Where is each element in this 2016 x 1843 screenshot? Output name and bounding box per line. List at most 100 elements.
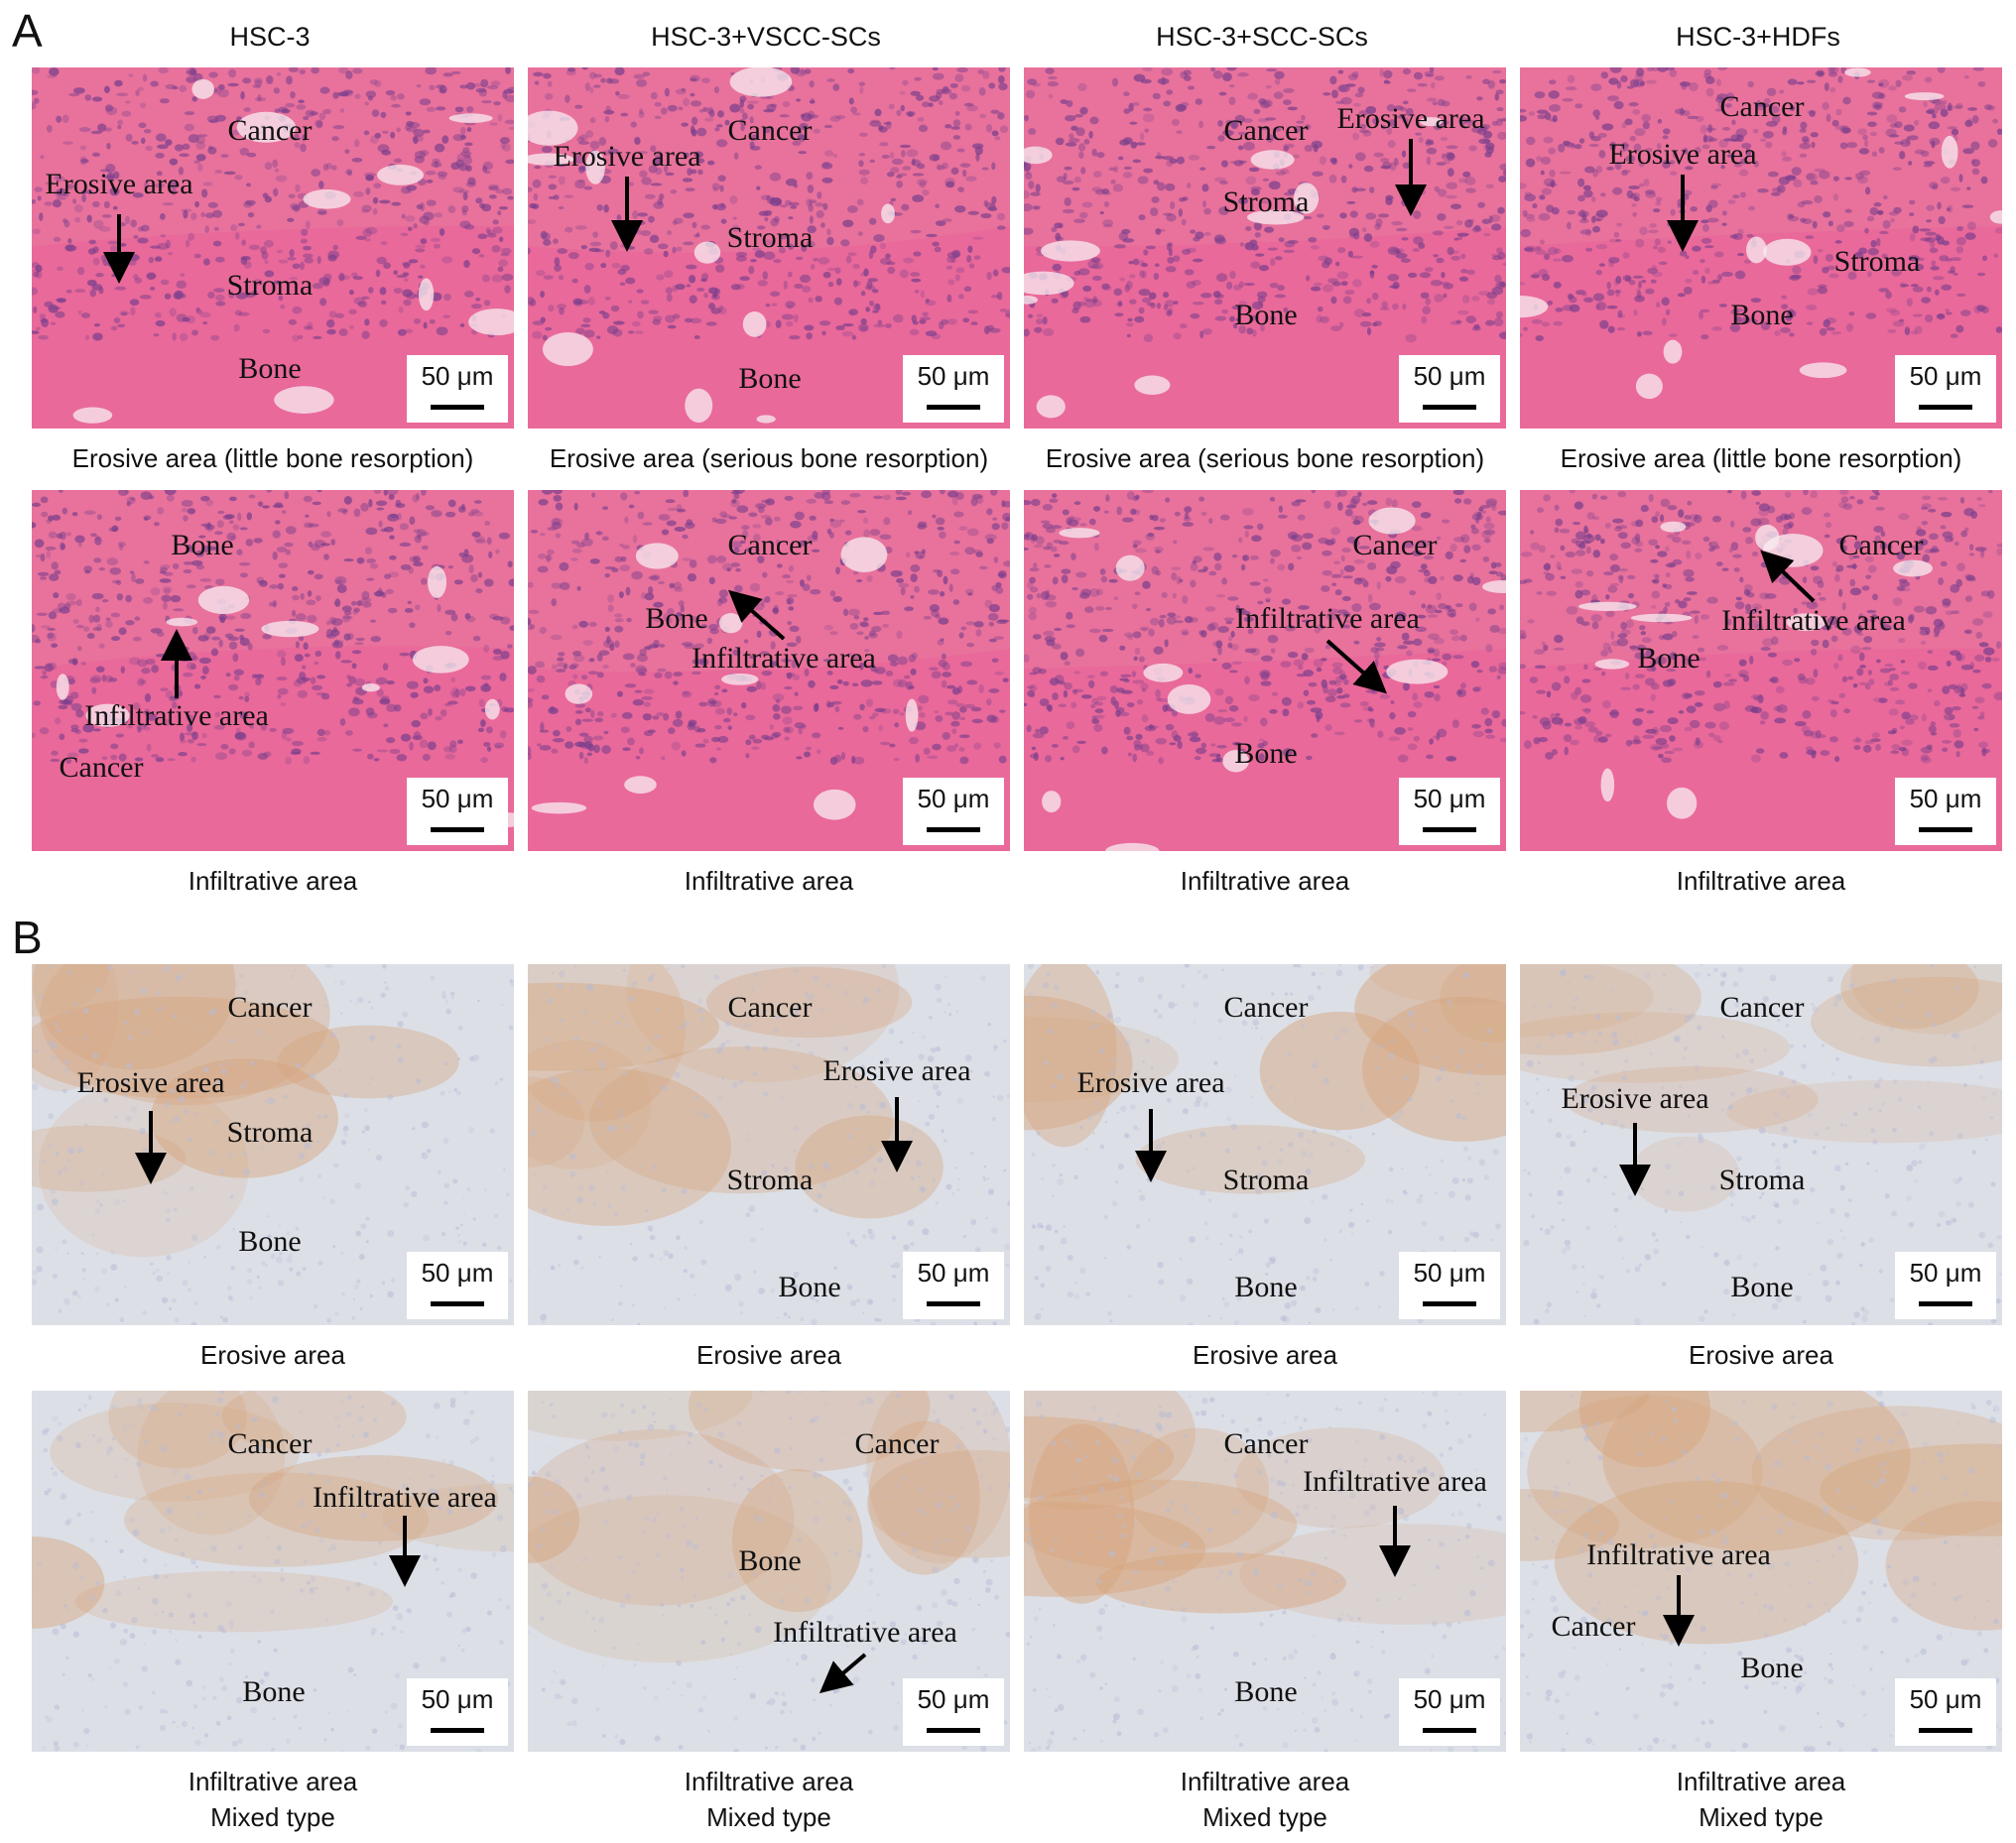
tissue-label: Bone xyxy=(1234,299,1298,331)
tissue-label: Erosive area xyxy=(1076,1066,1225,1099)
column-header-hsc3: HSC-3 xyxy=(229,22,311,52)
tile-caption: Infiltrative area xyxy=(684,866,854,896)
scale-bar-line xyxy=(927,1728,980,1733)
scale-bar-line xyxy=(431,1728,484,1733)
micrograph-texture xyxy=(1024,490,1506,851)
tissue-label: Bone xyxy=(238,352,302,385)
micrograph-texture xyxy=(32,964,514,1325)
column-header-vscc: HSC-3+VSCC-SCs xyxy=(651,22,881,52)
tissue-label: Bone xyxy=(1234,1271,1298,1303)
annotation-arrow xyxy=(1325,639,1387,694)
tissue-label: Cancer xyxy=(1223,1427,1309,1460)
tissue-label: Stroma xyxy=(1718,1164,1806,1196)
scale-bar: 50 μm xyxy=(1895,1252,1996,1319)
scale-bar-label: 50 μm xyxy=(421,1258,494,1288)
tile-caption: Erosive area xyxy=(696,1340,841,1370)
scale-bar: 50 μm xyxy=(1895,1678,1996,1746)
tissue-label: Erosive area xyxy=(45,168,193,200)
tissue-label: Cancer xyxy=(727,114,813,147)
scale-bar-label: 50 μm xyxy=(1413,784,1486,813)
micrograph-tile: Cancer Infiltrative area Bone 50 μm xyxy=(32,1391,514,1752)
scale-bar: 50 μm xyxy=(407,778,508,845)
micrograph-tile: Infiltrative area Cancer Bone 50 μm xyxy=(1520,1391,2002,1752)
scale-bar-line xyxy=(1423,1728,1476,1733)
tissue-label: Bone xyxy=(238,1225,302,1258)
tissue-label: Cancer xyxy=(1719,991,1805,1024)
annotation-arrow xyxy=(727,589,786,641)
scale-bar-label: 50 μm xyxy=(421,361,494,391)
tissue-label: Erosive area xyxy=(553,140,701,173)
tissue-label: Bone xyxy=(1730,1271,1794,1303)
tissue-label: Cancer xyxy=(1352,529,1438,561)
scale-bar-line xyxy=(1919,827,1972,832)
tissue-label: Infiltrative area xyxy=(84,699,269,732)
scale-bar-label: 50 μm xyxy=(1413,361,1486,391)
tissue-label: Bone xyxy=(738,1544,802,1577)
tissue-label: Erosive area xyxy=(1561,1082,1709,1115)
tissue-label: Infiltrative area xyxy=(773,1616,957,1649)
scale-bar-line xyxy=(1423,405,1476,410)
scale-bar: 50 μm xyxy=(903,1252,1004,1319)
scale-bar-line xyxy=(431,405,484,410)
micrograph-tile: Cancer Erosive area Stroma Bone 50 μm xyxy=(1520,67,2002,429)
scale-bar-label: 50 μm xyxy=(917,1258,990,1288)
annotation-arrow xyxy=(1760,550,1816,603)
tile-caption: Erosive area (serious bone resorption) xyxy=(1045,443,1485,473)
scale-bar: 50 μm xyxy=(407,1252,508,1319)
micrograph-texture xyxy=(1520,964,2002,1325)
tissue-label: Cancer xyxy=(1551,1610,1636,1643)
tile-caption: Erosive area (little bone resorption) xyxy=(1560,443,1962,473)
scale-bar: 50 μm xyxy=(1895,355,1996,423)
tissue-label: Cancer xyxy=(227,991,313,1024)
tissue-label: Infiltrative area xyxy=(1586,1538,1771,1571)
tile-caption: Erosive area (little bone resorption) xyxy=(71,443,474,473)
scale-bar: 50 μm xyxy=(903,355,1004,423)
tile-caption: Erosive area xyxy=(1689,1340,1833,1370)
tissue-label: Infiltrative area xyxy=(692,642,876,675)
column-header-hdfs: HSC-3+HDFs xyxy=(1676,22,1840,52)
tissue-label: Bone xyxy=(738,362,802,395)
scale-bar-label: 50 μm xyxy=(1413,1684,1486,1714)
tissue-label: Stroma xyxy=(1833,245,1921,278)
scale-bar: 50 μm xyxy=(1399,1252,1500,1319)
tissue-label: Erosive area xyxy=(1608,138,1757,171)
scale-bar: 50 μm xyxy=(407,355,508,423)
micrograph-tile: Cancer Infiltrative area Bone 50 μm xyxy=(1024,490,1506,851)
tissue-label: Erosive area xyxy=(1336,102,1485,135)
scale-bar-line xyxy=(431,1301,484,1306)
tissue-label: Stroma xyxy=(726,221,814,254)
scale-bar-label: 50 μm xyxy=(917,784,990,813)
tile-caption: Erosive area xyxy=(200,1340,345,1370)
micrograph-texture xyxy=(32,67,514,429)
annotation-arrow xyxy=(819,1653,867,1694)
tile-caption: Infiltrative area Mixed type xyxy=(1180,1767,1350,1832)
tissue-label: Stroma xyxy=(1222,1164,1310,1196)
micrograph-tile: Cancer Bone Infiltrative area 50 μm xyxy=(528,490,1010,851)
micrograph-tile: Cancer Erosive area Stroma Bone 50 μm xyxy=(32,67,514,429)
tissue-label: Bone xyxy=(1730,299,1794,331)
scale-bar-line xyxy=(1423,1301,1476,1306)
micrograph-tile: Cancer Erosive area Stroma Bone 50 μm xyxy=(1024,964,1506,1325)
micrograph-tile: Cancer Erosive area Stroma Bone 50 μm xyxy=(32,964,514,1325)
tissue-label: Cancer xyxy=(1223,114,1309,147)
panel-letter-b: B xyxy=(12,912,43,963)
micrograph-tile: Cancer Erosive area Stroma Bone 50 μm xyxy=(1024,67,1506,429)
tissue-label: Cancer xyxy=(854,1427,940,1460)
scale-bar: 50 μm xyxy=(1895,778,1996,845)
tissue-label: Bone xyxy=(1740,1652,1804,1684)
tissue-label: Cancer xyxy=(727,529,813,561)
tile-caption: Infiltrative area Mixed type xyxy=(1676,1767,1846,1832)
tile-caption: Infiltrative area xyxy=(188,866,358,896)
scale-bar-line xyxy=(927,1301,980,1306)
scale-bar-line xyxy=(1919,1301,1972,1306)
scale-bar-line xyxy=(1423,827,1476,832)
tissue-label: Stroma xyxy=(226,1116,314,1149)
scale-bar-label: 50 μm xyxy=(421,1684,494,1714)
scale-bar-label: 50 μm xyxy=(917,1684,990,1714)
tissue-label: Infiltrative area xyxy=(1303,1465,1487,1498)
column-header-scc: HSC-3+SCC-SCs xyxy=(1156,22,1368,52)
micrograph-tile: Bone Infiltrative area Cancer 50 μm xyxy=(32,490,514,851)
tile-caption: Infiltrative area xyxy=(1180,866,1350,896)
scale-bar: 50 μm xyxy=(1399,355,1500,423)
panel-letter-a: A xyxy=(12,5,43,57)
